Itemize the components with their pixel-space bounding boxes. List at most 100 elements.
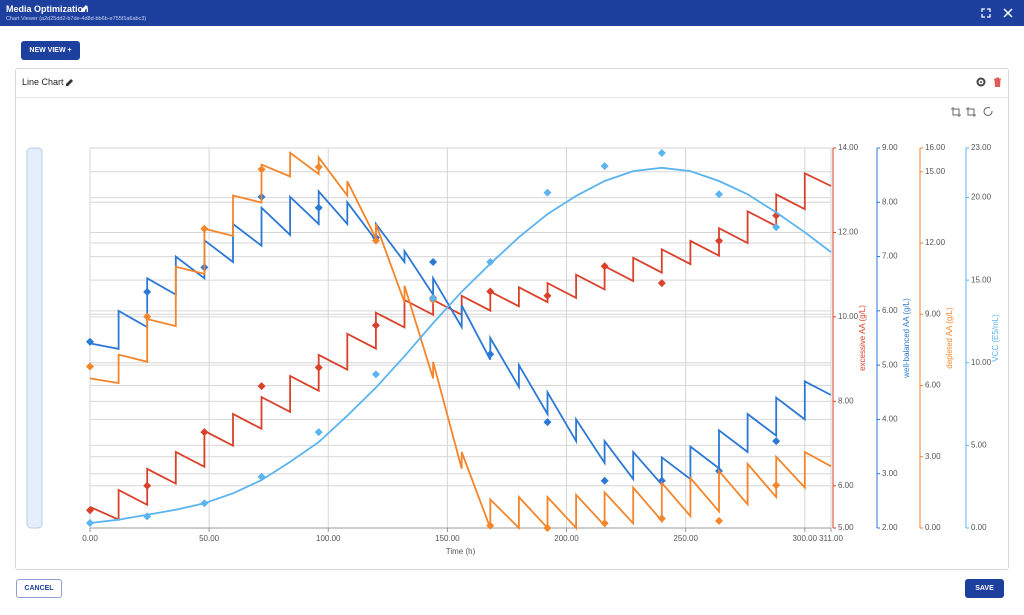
measured-point <box>600 476 609 485</box>
measured-point <box>543 291 552 300</box>
measured-point <box>657 279 666 288</box>
measured-point <box>486 287 495 296</box>
y-tick-label: 3.00 <box>882 469 898 478</box>
measured-point <box>314 203 323 212</box>
measured-point <box>143 512 152 521</box>
measured-point <box>772 437 781 446</box>
measured-point <box>257 472 266 481</box>
measured-point <box>143 287 152 296</box>
card-title: Line Chart <box>22 77 64 87</box>
y-tick-label: 5.00 <box>971 441 987 450</box>
measured-point <box>314 363 323 372</box>
measured-point <box>772 223 781 232</box>
y-tick-label: 12.00 <box>838 228 859 237</box>
measured-point <box>371 321 380 330</box>
y-tick-label: 3.00 <box>925 452 941 461</box>
edit-icon[interactable] <box>80 4 89 13</box>
y-tick-label: 8.00 <box>882 197 898 206</box>
y-tick-label: 0.00 <box>925 523 941 532</box>
measured-point <box>657 476 666 485</box>
x-tick-label: 311.00 <box>819 534 843 543</box>
chart-card: Line Chart <box>15 68 1009 570</box>
measured-point <box>486 258 495 266</box>
y-tick-label: 2.00 <box>882 523 898 532</box>
y-axis-title: depleted AA (g/L) <box>945 307 954 369</box>
header-bar: Media Optimization Chart Viewer (a2d25dd… <box>0 0 1024 26</box>
x-tick-label: 150.00 <box>435 534 460 543</box>
y-tick-label: 23.00 <box>971 143 992 152</box>
measured-point <box>86 506 94 515</box>
save-button[interactable]: SAVE <box>965 579 1004 598</box>
measured-point <box>429 294 438 303</box>
measured-point <box>715 190 724 199</box>
delete-icon[interactable] <box>993 77 1002 87</box>
edit-icon[interactable] <box>65 78 74 87</box>
measured-point <box>657 148 666 157</box>
y-tick-label: 10.00 <box>971 358 992 367</box>
divider <box>16 97 1008 98</box>
measured-point <box>543 524 552 532</box>
chart-toolbar[interactable] <box>951 106 996 117</box>
window-subtitle: Chart Viewer (a2d25dd2-b7de-4d8d-bb6b-e7… <box>6 16 147 22</box>
y-tick-label: 6.00 <box>925 381 941 390</box>
measured-point <box>200 428 209 437</box>
close-icon[interactable] <box>1003 8 1013 18</box>
y-tick-label: 4.00 <box>882 415 898 424</box>
new-view-button[interactable]: NEW VIEW + <box>21 41 80 60</box>
y-tick-label: 5.00 <box>838 523 854 532</box>
cancel-button[interactable]: CANCEL <box>16 579 62 598</box>
measured-point <box>371 236 380 245</box>
y-tick-label: 16.00 <box>925 143 946 152</box>
y-tick-label: 5.00 <box>882 360 898 369</box>
x-tick-label: 200.00 <box>554 534 579 543</box>
x-tick-label: 100.00 <box>316 534 341 543</box>
y-tick-label: 14.00 <box>838 143 859 152</box>
y-axis-title: VCC (E5/mL) <box>991 314 1000 362</box>
measured-point <box>86 519 94 528</box>
x-tick-label: 50.00 <box>199 534 220 543</box>
y-axis-title: excessive AA (g/L) <box>858 305 867 371</box>
measured-point <box>600 162 609 171</box>
y-tick-label: 6.00 <box>838 481 854 490</box>
y-tick-label: 7.00 <box>882 252 898 261</box>
measured-point <box>257 382 266 391</box>
series-line <box>89 166 832 524</box>
measured-point <box>86 337 94 346</box>
measured-point <box>143 481 152 490</box>
y-tick-label: 15.00 <box>971 275 992 284</box>
measured-point <box>143 312 152 321</box>
y-tick-label: 15.00 <box>925 167 946 176</box>
measured-point <box>200 224 209 233</box>
y-tick-label: 9.00 <box>882 143 898 152</box>
y-tick-label: 0.00 <box>971 523 987 532</box>
range-slider[interactable] <box>26 147 43 529</box>
measured-point <box>543 188 552 197</box>
measured-point <box>200 499 209 508</box>
measured-point <box>371 370 380 379</box>
y-axis-title: well-balanced AA (g/L) <box>902 298 911 379</box>
x-axis-title: Time (h) <box>446 547 476 556</box>
measured-point <box>86 362 94 371</box>
measured-point <box>543 418 552 427</box>
x-tick-label: 250.00 <box>673 534 698 543</box>
expand-icon[interactable] <box>981 8 991 18</box>
x-tick-label: 0.00 <box>82 534 98 543</box>
measured-point <box>715 516 724 525</box>
y-tick-label: 6.00 <box>882 306 898 315</box>
measured-point <box>429 258 438 266</box>
measured-point <box>486 521 495 530</box>
settings-icon[interactable] <box>976 77 986 87</box>
y-tick-label: 10.00 <box>838 312 859 321</box>
measured-point <box>600 262 609 271</box>
measured-point <box>314 428 323 437</box>
window-title: Media Optimization <box>6 4 89 14</box>
series-line <box>89 189 832 487</box>
y-tick-label: 20.00 <box>971 193 992 202</box>
measured-point <box>486 350 495 359</box>
series-line <box>89 151 832 531</box>
measured-point <box>772 481 781 490</box>
measured-point <box>600 519 609 528</box>
y-tick-label: 8.00 <box>838 396 854 405</box>
